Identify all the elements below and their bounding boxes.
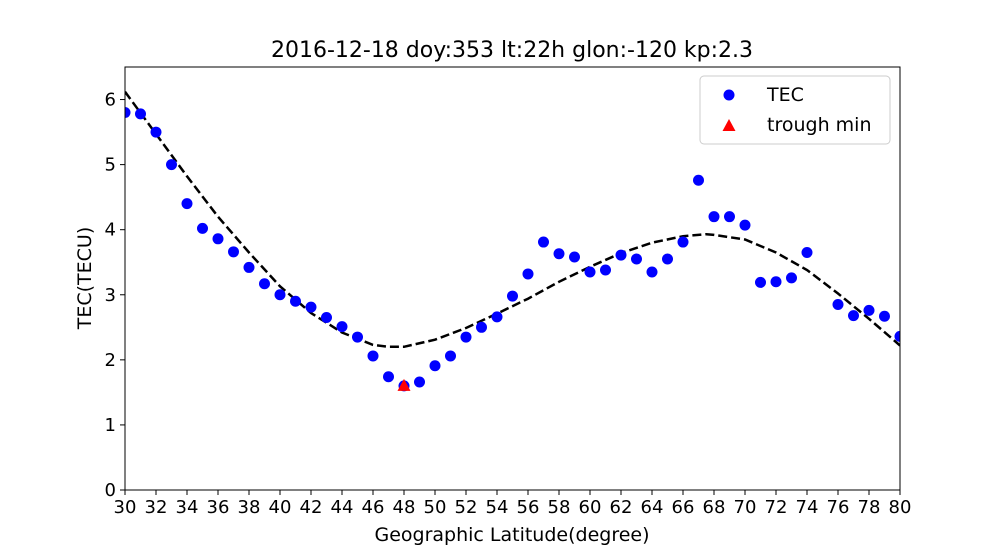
x-tick-label: 78	[858, 497, 881, 518]
x-tick-label: 80	[889, 497, 912, 518]
tec-point	[522, 268, 534, 280]
tec-point	[631, 253, 642, 265]
x-tick-label: 58	[548, 497, 571, 518]
x-tick-label: 66	[672, 497, 695, 518]
tec-point	[894, 330, 900, 342]
y-axis: 0 1 2 3 4 5 6	[105, 90, 125, 501]
x-tick-label: 54	[486, 497, 509, 518]
tec-point	[879, 310, 890, 322]
tec-point	[863, 304, 875, 316]
chart-title: 2016-12-18 doy:353 lt:22h glon:-120 kp:2…	[271, 38, 753, 63]
x-tick-label: 38	[238, 497, 261, 518]
x-tick-label: 50	[424, 497, 447, 518]
legend-trough-label: trough min	[767, 114, 871, 136]
tec-point	[460, 331, 472, 343]
tec-point	[367, 350, 379, 362]
y-tick-label: 2	[105, 350, 116, 371]
tec-point	[352, 331, 363, 343]
x-tick-label: 46	[362, 497, 385, 518]
y-tick-label: 1	[105, 415, 116, 436]
tec-point	[125, 107, 131, 119]
tec-point	[429, 360, 441, 372]
tec-point	[770, 276, 782, 288]
tec-point	[848, 310, 859, 322]
tec-point	[135, 108, 146, 120]
tec-point	[724, 211, 735, 223]
x-tick-label: 62	[610, 497, 633, 518]
y-tick-label: 4	[105, 220, 116, 241]
tec-point	[336, 321, 348, 333]
legend-box	[699, 75, 891, 145]
tec-point	[832, 299, 844, 311]
x-axis-label: Geographic Latitude(degree)	[374, 524, 649, 546]
x-tick-label: 72	[765, 497, 788, 518]
x-tick-label: 32	[145, 497, 168, 518]
y-tick-label: 6	[105, 90, 116, 111]
x-tick-label: 48	[393, 497, 416, 518]
tec-point	[677, 236, 689, 248]
tec-point	[445, 350, 456, 362]
tec-point	[553, 248, 565, 260]
tec-point	[755, 276, 766, 288]
x-axis: 30 32 34 36 38 40 42 44 46 48 50 52 54 56 58 60 62 64 66 68…	[114, 490, 912, 518]
x-tick-label: 76	[827, 497, 850, 518]
tec-point	[321, 312, 332, 324]
x-tick-label: 52	[455, 497, 478, 518]
tec-point	[166, 159, 177, 171]
x-tick-label: 70	[734, 497, 757, 518]
x-tick-label: 30	[114, 497, 137, 518]
tec-point	[243, 261, 255, 273]
tec-point	[259, 278, 270, 290]
tec-point	[212, 233, 224, 245]
x-tick-label: 44	[331, 497, 354, 518]
tec-point	[476, 321, 487, 333]
tec-point	[274, 289, 286, 301]
x-tick-label: 56	[517, 497, 540, 518]
y-axis-label: TEC(TECU)	[74, 227, 96, 331]
x-tick-label: 40	[269, 497, 292, 518]
legend-tec-label: TEC	[766, 84, 804, 106]
legend-trough-marker	[722, 119, 736, 131]
tec-point	[693, 174, 704, 186]
tec-point	[646, 266, 658, 278]
x-tick-label: 42	[300, 497, 323, 518]
tec-point	[414, 376, 425, 388]
y-tick-label: 3	[105, 285, 116, 306]
tec-point	[708, 211, 720, 223]
x-tick-label: 74	[796, 497, 819, 518]
tec-point	[662, 253, 673, 265]
tec-point	[181, 198, 193, 210]
tec-point	[197, 222, 208, 234]
x-tick-label: 60	[579, 497, 602, 518]
tec-point	[305, 301, 317, 313]
x-tick-label: 36	[207, 497, 230, 518]
x-tick-label: 64	[641, 497, 664, 518]
x-tick-label: 68	[703, 497, 726, 518]
legend-tec-marker	[723, 89, 735, 101]
tec-point	[538, 236, 549, 248]
trough-min-point	[397, 378, 411, 391]
y-tick-label: 5	[105, 155, 116, 176]
tec-point	[569, 251, 580, 263]
tec-point	[739, 219, 751, 231]
tec-point	[801, 246, 813, 258]
tec-point	[786, 272, 797, 284]
y-tick-label: 0	[105, 480, 116, 501]
fit-curve	[125, 90, 900, 349]
tec-point	[150, 126, 162, 138]
tec-point	[228, 246, 239, 258]
tec-point	[290, 295, 301, 307]
plot-frame	[124, 66, 901, 491]
tec-point	[491, 311, 503, 323]
tec-point	[600, 264, 611, 276]
tec-point	[615, 249, 627, 261]
tec-point	[584, 266, 596, 278]
x-tick-label: 34	[176, 497, 199, 518]
tec-point	[383, 371, 394, 383]
tec-point	[507, 290, 518, 302]
legend: TEC trough min	[699, 75, 891, 145]
